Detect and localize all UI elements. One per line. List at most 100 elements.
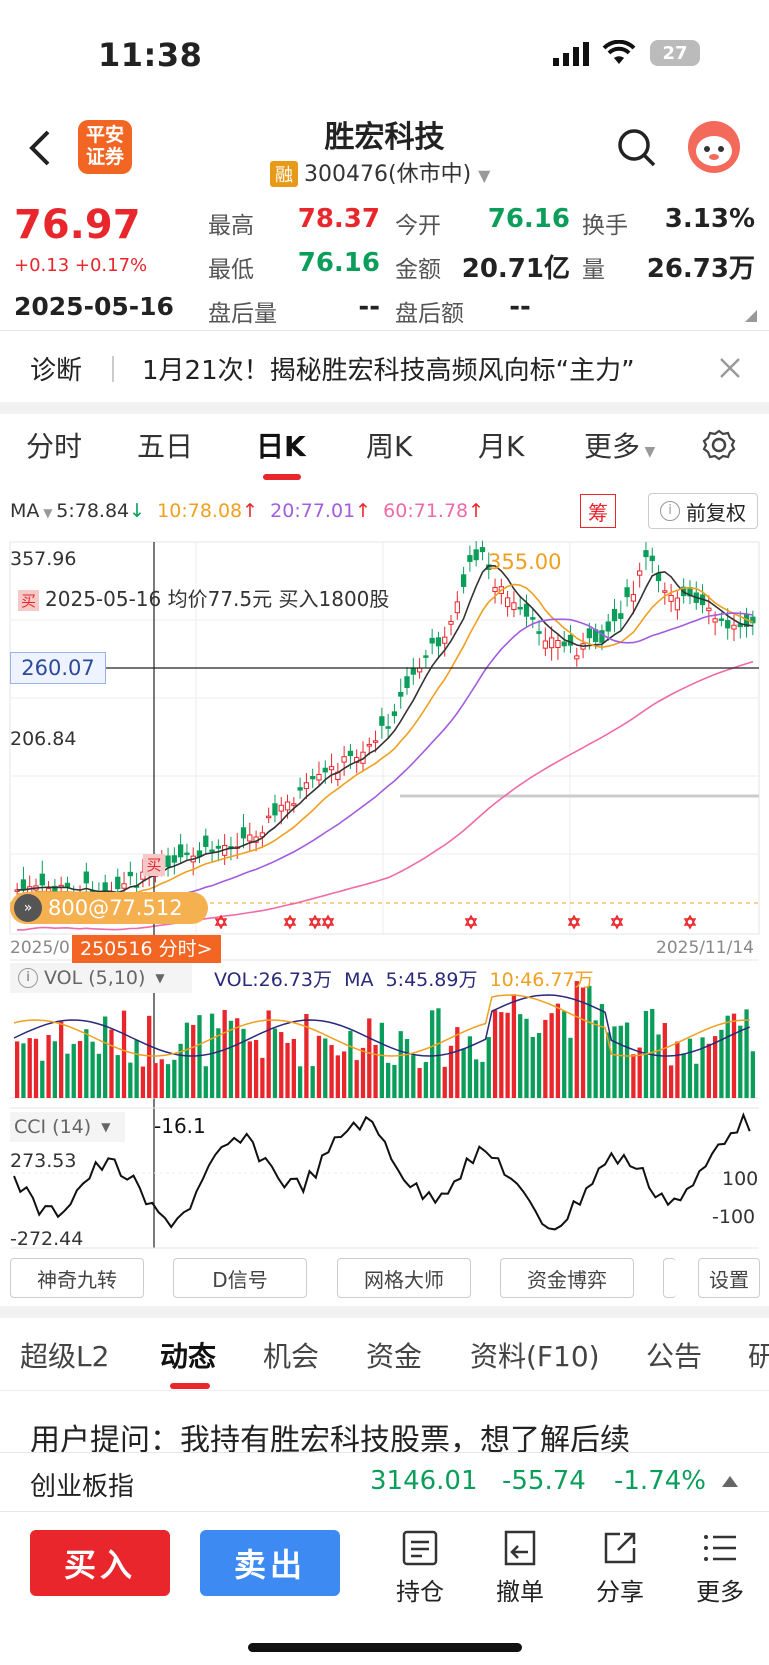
d-signal-button[interactable]: D信号 <box>173 1258 307 1298</box>
volume-ma-lines <box>13 994 750 1057</box>
turnover-label: 换手 <box>582 213 628 239</box>
settings-gear-icon[interactable] <box>702 428 736 466</box>
assistant-avatar[interactable] <box>688 121 740 173</box>
volume-bar <box>178 1043 183 1098</box>
chip-distribution-button[interactable]: 筹 <box>580 494 616 528</box>
tab-news-feed[interactable]: 动态 <box>160 1340 217 1373</box>
volume-bar <box>687 1038 693 1098</box>
volume-bar <box>197 1015 202 1098</box>
volume-header[interactable]: i VOL (5,10) ▼ <box>10 963 192 993</box>
candle <box>121 883 127 889</box>
close-icon[interactable] <box>718 356 742 384</box>
volume-bar <box>96 1053 102 1098</box>
adjust-mode-button[interactable]: i 前复权 <box>648 493 758 529</box>
volume-bar <box>580 987 586 1098</box>
grid-master-button[interactable]: 网格大师 <box>337 1258 471 1298</box>
cci-y-top: 273.53 <box>10 1150 77 1172</box>
diagnosis-tag[interactable]: 诊断 <box>30 356 83 386</box>
candle <box>429 637 435 644</box>
volume-bar <box>33 1038 39 1098</box>
index-value: 3146.01 <box>370 1466 478 1496</box>
candle <box>655 573 662 582</box>
candle <box>605 621 611 632</box>
position-pill[interactable]: » 800@77.512 <box>10 892 208 924</box>
candle <box>630 594 637 602</box>
last-price: 76.97 <box>14 202 141 248</box>
tab-research-label: 研 <box>748 1340 769 1373</box>
cci-level-100: 100 <box>722 1168 759 1190</box>
info-icon: i <box>18 968 38 988</box>
tab-daily-k[interactable]: 日K <box>256 430 306 463</box>
divider <box>0 330 769 331</box>
tab-weekly-k[interactable]: 周K <box>366 430 413 463</box>
tab-research[interactable]: 研 <box>748 1335 769 1375</box>
chip-settings-button[interactable]: 设置 <box>698 1258 760 1298</box>
info-icon: i <box>660 501 680 521</box>
candle <box>423 655 429 658</box>
battery-level: 27 <box>662 42 688 64</box>
x-axis-right-date: 2025/11/14 <box>656 938 754 958</box>
tab-opportunity[interactable]: 机会 <box>263 1340 320 1373</box>
candle <box>284 801 291 811</box>
index-ticker[interactable]: 创业板指 3146.01 -55.74 -1.74% <box>0 1452 769 1512</box>
tab-announcements[interactable]: 公告 <box>646 1340 703 1373</box>
price-change: +0.13 +0.17% <box>14 255 148 276</box>
sell-button[interactable]: 卖出 <box>200 1530 340 1596</box>
holdings-button[interactable]: 持仓 <box>380 1528 460 1607</box>
back-icon[interactable] <box>26 128 52 172</box>
share-button[interactable]: 分享 <box>580 1528 660 1607</box>
buy-button[interactable]: 买入 <box>30 1530 170 1596</box>
volume-bar <box>153 1063 158 1098</box>
candle <box>555 640 561 648</box>
news-headline[interactable]: 1月21次！揭秘胜宏科技高频风向标“主力” <box>142 356 635 386</box>
volume-bar <box>492 1010 498 1098</box>
search-icon[interactable] <box>617 128 657 172</box>
candle <box>435 637 442 647</box>
expand-up-icon[interactable] <box>722 1476 738 1487</box>
low-value: 76.16 <box>297 248 380 278</box>
tab-five-day[interactable]: 五日 <box>137 430 194 463</box>
tab-super-l2[interactable]: 超级L2 <box>20 1340 110 1373</box>
tab-monthly-k[interactable]: 月K <box>478 430 525 463</box>
cursor-date-button[interactable]: 250516 分时> <box>72 935 221 963</box>
ma5-value: 5:78.84 <box>56 500 130 522</box>
volume-bar <box>694 1063 699 1098</box>
volume-bar <box>21 1043 26 1098</box>
tab-funds[interactable]: 资金 <box>366 1340 423 1373</box>
stock-code-selector[interactable]: 融 300476(休市中) ▼ <box>270 156 490 188</box>
more-button[interactable]: 更多 <box>680 1528 760 1607</box>
volume-bar <box>203 1066 208 1098</box>
volume-ma5: 5:45.89万 <box>385 969 478 991</box>
volume-bar <box>543 1019 548 1098</box>
cci-header[interactable]: CCI (14) ▼ <box>10 1112 125 1142</box>
nine-turn-button[interactable]: 神奇九转 <box>10 1258 144 1298</box>
candle <box>473 549 479 561</box>
candle <box>442 636 448 644</box>
candle <box>542 640 548 649</box>
volume-values: VOL:26.73万 MA 5:45.89万 10:46.77万 <box>214 965 594 992</box>
cancel-order-button[interactable]: 撤单 <box>480 1528 560 1607</box>
volume-bar <box>323 1038 328 1098</box>
candle <box>278 804 284 812</box>
tab-more[interactable]: 更多 ▼ <box>584 425 655 465</box>
volume-bar <box>159 1059 164 1098</box>
battery-icon: 27 <box>650 40 700 66</box>
cci-indicator-label: CCI (14) <box>14 1116 92 1138</box>
ma-indicator-bar[interactable]: MA ▼ 5:78.84↓ 10:78.08↑ 20:77.01↑ 60:71.… <box>10 500 484 522</box>
kline-chart[interactable] <box>0 538 769 1258</box>
tab-intraday[interactable]: 分时 <box>26 430 83 463</box>
candle <box>410 667 416 675</box>
candle <box>416 667 423 673</box>
ma10-line <box>17 583 754 896</box>
event-markers <box>214 914 697 930</box>
chip-more[interactable] <box>663 1258 676 1298</box>
volume-bar <box>719 1029 724 1098</box>
tab-profile-f10[interactable]: 资料(F10) <box>470 1340 600 1373</box>
volume-bar <box>574 981 579 1098</box>
candle <box>523 603 530 617</box>
fund-game-button[interactable]: 资金博弈 <box>500 1258 634 1298</box>
candle <box>731 624 737 630</box>
expand-corner-icon[interactable] <box>745 310 757 322</box>
volume-bar <box>706 1043 711 1098</box>
volume-bar <box>360 1047 366 1098</box>
